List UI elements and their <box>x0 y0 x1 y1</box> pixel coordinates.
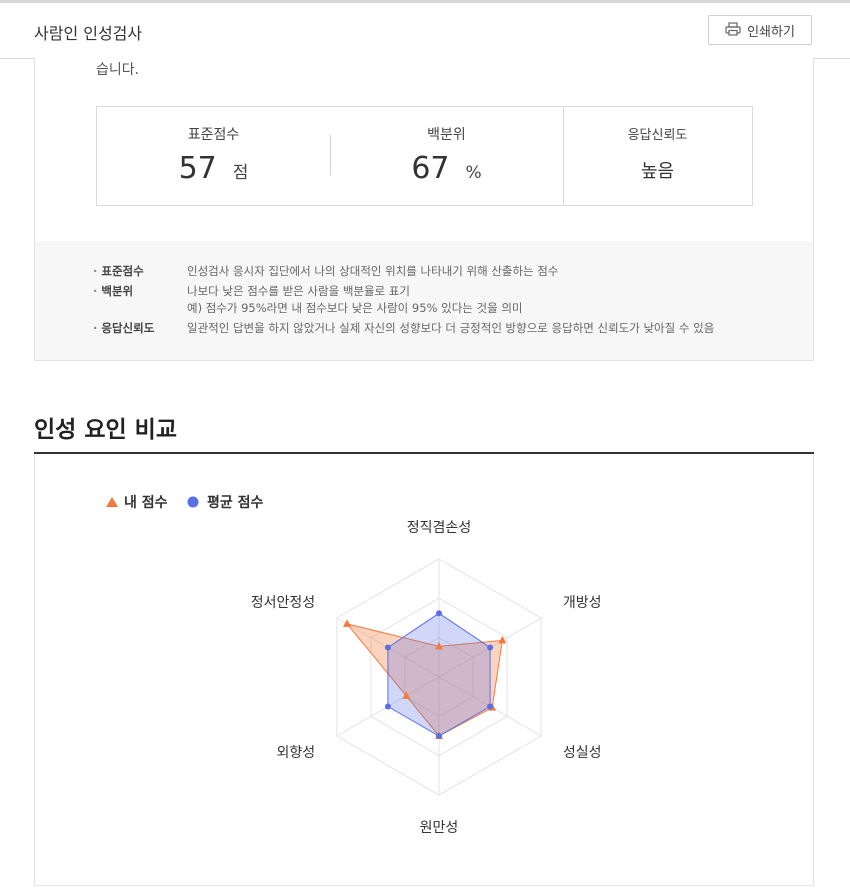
cut-off-text: 습니다. <box>96 62 140 78</box>
data-point-mine <box>498 635 507 644</box>
axis-label: 정직겸손성 <box>407 520 471 536</box>
score-summary: 표준점수 57 점 백분위 67% 응답신뢰도 높음 <box>96 106 753 206</box>
note-desc: 인성검사 응시자 집단에서 나의 상대적인 위치를 나타내기 위해 산출하는 점… <box>187 264 559 278</box>
legend-mine-label: 내 점수 <box>124 494 168 511</box>
axis-label: 원만성 <box>420 820 459 836</box>
data-point-avg <box>487 703 494 710</box>
data-point-avg <box>436 733 442 739</box>
note-term: 표준점수 <box>93 263 183 279</box>
stat-unit: % <box>465 163 482 183</box>
series-area-avg <box>387 612 491 737</box>
stat-value: 57 <box>178 151 217 186</box>
axis-label: 성실성 <box>563 745 602 761</box>
note-term: 백분위 <box>93 283 183 299</box>
top-border <box>0 0 850 3</box>
data-point-avg <box>436 610 442 617</box>
print-button-label: 인쇄하기 <box>747 24 795 40</box>
data-point-avg <box>487 644 494 651</box>
stat-reliability: 응답신뢰도 높음 <box>563 107 752 205</box>
axis-label: 개방성 <box>563 595 602 611</box>
stat-percentile: 백분위 67% <box>330 107 563 205</box>
data-point-mine <box>402 691 411 699</box>
section-divider <box>34 452 814 454</box>
data-point-mine <box>343 619 352 627</box>
stat-label: 백분위 <box>427 127 466 143</box>
note-desc: 예) 점수가 95%라면 내 점수보다 낮은 사람이 95% 있다는 것을 의미 <box>187 301 523 315</box>
stat-label: 응답신뢰도 <box>627 128 688 143</box>
page-title: 사람인 인성검사 <box>34 24 143 43</box>
notes-panel: 표준점수 인성검사 응시자 집단에서 나의 상대적인 위치를 나타내기 위해 산… <box>35 241 813 360</box>
data-point-avg <box>384 703 391 710</box>
print-button[interactable]: 인쇄하기 <box>708 15 812 45</box>
stat-divider <box>563 107 564 205</box>
stat-divider <box>330 135 331 175</box>
note-desc: 나보다 낮은 점수를 받은 사람을 백분율로 표기 <box>187 284 410 298</box>
result-card: 습니다. 표준점수 57 점 백분위 67% 응답신뢰도 높음 표준점수 인성검사… <box>34 58 814 361</box>
stat-standard-score: 표준점수 57 점 <box>97 107 330 205</box>
note-desc: 일관적인 답변을 하지 않았거나 실제 자신의 성향보다 더 긍정적인 방향으로… <box>187 321 715 335</box>
data-point-mine <box>435 641 443 650</box>
section-title: 인성 요인 비교 <box>34 417 177 443</box>
stat-value: 67 <box>411 151 450 186</box>
legend-avg-marker <box>187 496 199 508</box>
printer-icon <box>725 21 741 40</box>
axis-label: 정서안정성 <box>251 595 315 611</box>
stat-value: 높음 <box>640 161 675 182</box>
data-point-avg <box>384 644 391 651</box>
legend-mine-marker <box>106 497 118 507</box>
stat-label: 표준점수 <box>187 127 240 143</box>
stat-unit: 점 <box>232 163 249 183</box>
legend-avg-label: 평균 점수 <box>207 494 264 511</box>
axis-label: 외향성 <box>276 745 315 761</box>
radar-series <box>343 610 507 739</box>
note-term: 응답신뢰도 <box>93 320 183 336</box>
chart-legend: 내 점수 평균 점수 <box>106 494 264 511</box>
header-bar: 사람인 인성검사 인쇄하기 <box>0 3 850 59</box>
